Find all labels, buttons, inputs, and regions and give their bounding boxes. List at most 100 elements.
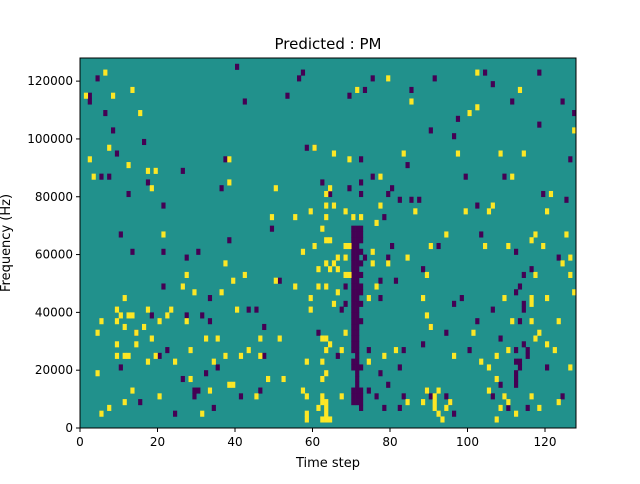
- heatmap-cell-low: [390, 185, 395, 192]
- heatmap-cell-low: [335, 352, 340, 359]
- heatmap-cell-high: [227, 156, 232, 163]
- heatmap-cell-low: [475, 318, 480, 325]
- heatmap-cell-low: [560, 98, 565, 105]
- heatmap-cell-low: [359, 156, 364, 163]
- y-tick-label: 60000: [35, 248, 73, 262]
- heatmap-cell-high: [370, 260, 375, 267]
- heatmap-cell-low: [351, 300, 356, 307]
- heatmap-cell-low: [359, 289, 364, 296]
- heatmap-cell-low: [560, 393, 565, 400]
- heatmap-cell-high: [293, 214, 298, 221]
- y-axis-label: Frequency (Hz): [0, 194, 14, 292]
- heatmap-cell-low: [351, 393, 356, 400]
- heatmap-cell-low: [409, 196, 414, 203]
- heatmap-cell-high: [324, 410, 329, 417]
- heatmap-cell-low: [452, 410, 457, 417]
- heatmap-cell-high: [130, 312, 135, 319]
- heatmap-cell-low: [355, 237, 360, 244]
- heatmap-cell-low: [161, 248, 166, 255]
- heatmap-cell-high: [432, 404, 437, 411]
- heatmap-cell-high: [153, 352, 158, 359]
- heatmap-cell-low: [545, 364, 550, 371]
- heatmap-cell-high: [324, 260, 329, 267]
- heatmap-cell-low: [475, 202, 480, 209]
- heatmap-cell-high: [552, 347, 557, 354]
- heatmap-cell-low: [490, 306, 495, 313]
- heatmap-cell-high: [335, 289, 340, 296]
- heatmap-cell-high: [490, 202, 495, 209]
- heatmap-cell-low: [514, 358, 519, 365]
- heatmap-cell-low: [238, 393, 244, 400]
- heatmap-cell-low: [506, 404, 511, 411]
- heatmap-cell-high: [335, 254, 340, 261]
- heatmap-cell-high: [83, 92, 89, 99]
- heatmap-cell-high: [471, 329, 476, 336]
- heatmap-cell-low: [219, 185, 224, 192]
- heatmap-cell-low: [204, 370, 209, 377]
- heatmap-cell-low: [359, 393, 364, 400]
- heatmap-cell-low: [87, 98, 92, 105]
- heatmap-cell-high: [444, 231, 449, 238]
- heatmap-cell-low: [525, 404, 530, 411]
- heatmap-cell-low: [514, 248, 519, 255]
- heatmap-cell-low: [359, 318, 364, 325]
- heatmap-cell-high: [448, 399, 453, 406]
- heatmap-cell-high: [455, 150, 461, 157]
- heatmap-cell-high: [413, 208, 418, 215]
- heatmap-cell-low: [184, 254, 189, 261]
- heatmap-cell-high: [118, 312, 123, 319]
- heatmap-cell-low: [382, 214, 387, 221]
- heatmap-cell-high: [556, 399, 561, 406]
- heatmap-cell-low: [285, 92, 290, 99]
- heatmap-cell-high: [428, 323, 433, 331]
- heatmap-cell-low: [386, 254, 391, 261]
- heatmap-cell-high: [130, 86, 135, 93]
- heatmap-cell-low: [374, 393, 379, 400]
- heatmap-cell-low: [277, 277, 282, 284]
- heatmap-cell-high: [378, 202, 383, 209]
- heatmap-cell-high: [529, 393, 534, 400]
- heatmap-cell-high: [424, 387, 430, 394]
- heatmap-cell-low: [421, 341, 426, 348]
- heatmap-cell-low: [355, 347, 360, 354]
- heatmap-cell-high: [126, 352, 131, 359]
- heatmap-cell-high: [188, 347, 193, 354]
- heatmap-cell-low: [180, 375, 185, 383]
- heatmap-cell-high: [320, 416, 325, 423]
- heatmap-cell-low: [254, 306, 259, 313]
- heatmap-cell-low: [351, 399, 356, 406]
- heatmap-cell-high: [537, 404, 542, 411]
- heatmap-cell-high: [324, 370, 329, 377]
- heatmap-cell-high: [502, 295, 507, 302]
- heatmap-cell-low: [517, 358, 523, 365]
- heatmap-cell-low: [359, 364, 364, 371]
- heatmap-cell-low: [192, 387, 197, 394]
- heatmap-cell-low: [351, 237, 356, 244]
- heatmap-cell-low: [467, 347, 472, 354]
- heatmap-cell-high: [432, 393, 437, 400]
- heatmap-cell-low: [568, 156, 573, 163]
- heatmap-cell-high: [231, 381, 236, 388]
- heatmap-cell-low: [351, 248, 356, 255]
- heatmap-cell-high: [149, 185, 154, 192]
- heatmap-cell-low: [157, 352, 162, 359]
- heatmap-cell-low: [359, 248, 364, 255]
- heatmap-cell-low: [452, 300, 457, 307]
- heatmap-cell-low: [118, 364, 123, 371]
- plot-frame: [79, 57, 577, 429]
- heatmap-cell-high: [343, 254, 348, 261]
- heatmap-cell-low: [397, 404, 402, 411]
- heatmap-cell-low: [355, 358, 360, 365]
- heatmap-cell-high: [273, 277, 278, 284]
- heatmap-cell-low: [300, 69, 306, 76]
- heatmap-cell-low: [428, 127, 433, 134]
- heatmap-cell-low: [444, 329, 449, 336]
- heatmap-cell-high: [324, 399, 329, 406]
- heatmap-cell-low: [227, 237, 232, 244]
- heatmap-cell-high: [428, 243, 433, 250]
- heatmap-cell-high: [328, 341, 333, 348]
- heatmap-cell-high: [304, 416, 309, 423]
- heatmap-cell-low: [246, 306, 251, 313]
- x-axis: 0 20 40 60 80 100 120: [76, 428, 556, 449]
- heatmap-cell-high: [324, 237, 329, 244]
